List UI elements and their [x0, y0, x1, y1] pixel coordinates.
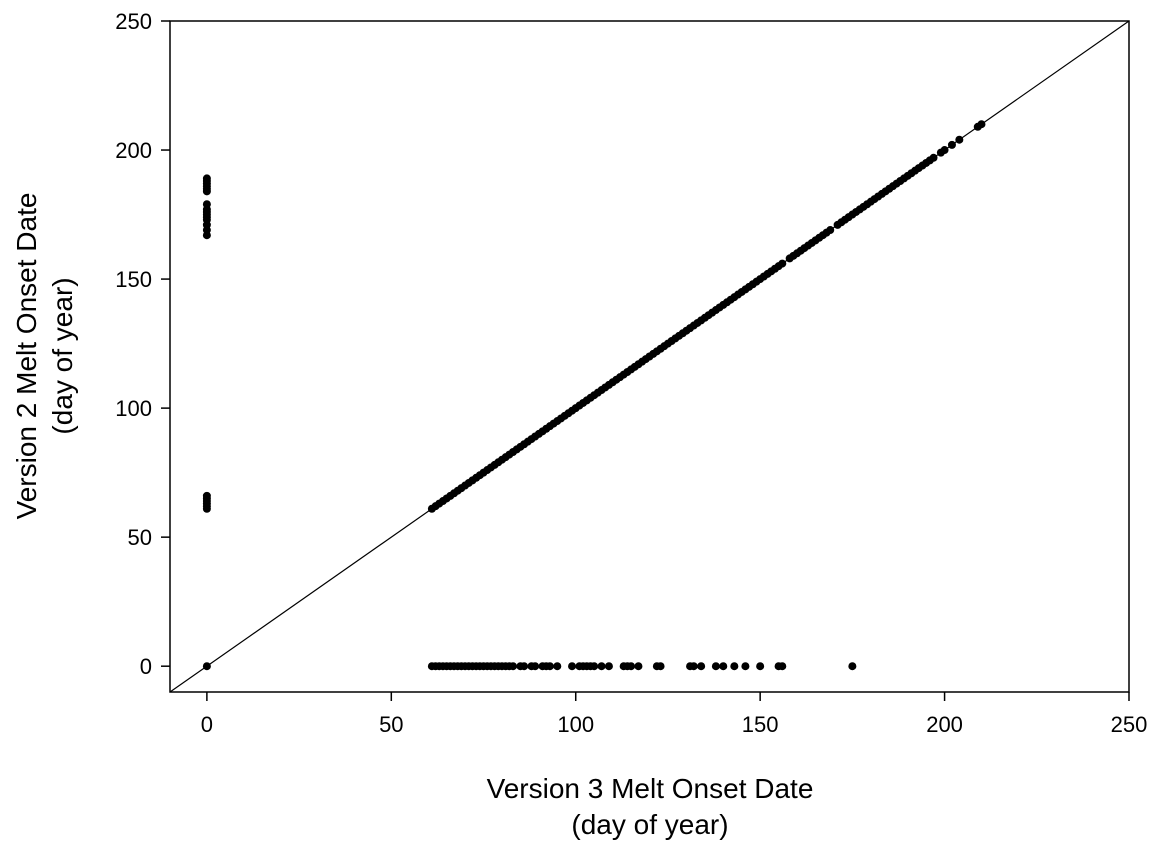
data-point [656, 662, 665, 671]
y-tick-label: 0 [140, 654, 152, 679]
data-point [202, 662, 211, 671]
data-point [202, 491, 211, 500]
y-axis-subtitle: (day of year) [47, 277, 78, 434]
y-axis-ticks: 0 50 100 150 200 250 [115, 9, 170, 679]
data-point [778, 662, 787, 671]
data-point [826, 226, 835, 235]
data-point [509, 662, 518, 671]
y-tick-label: 250 [115, 9, 152, 34]
plot-border [169, 20, 1130, 693]
data-point [756, 662, 765, 671]
data-point [202, 174, 211, 183]
y-tick-label: 50 [128, 525, 152, 550]
data-point [719, 662, 728, 671]
data-point [545, 662, 554, 671]
x-tick-label: 150 [742, 712, 779, 737]
data-point [568, 662, 577, 671]
data-point [689, 662, 698, 671]
x-axis-subtitle: (day of year) [571, 809, 728, 840]
data-point [778, 259, 787, 268]
x-axis-ticks: 0 50 100 150 200 250 [201, 692, 1148, 737]
data-point [520, 662, 529, 671]
points-layer [202, 120, 986, 671]
data-point [955, 135, 964, 144]
y-tick-label: 200 [115, 138, 152, 163]
y-tick-label: 100 [115, 396, 152, 421]
data-point [697, 662, 706, 671]
y-axis-title: Version 2 Melt Onset Date [11, 193, 42, 520]
data-point [730, 662, 739, 671]
x-axis-title: Version 3 Melt Onset Date [487, 773, 814, 804]
x-tick-label: 250 [1111, 712, 1148, 737]
data-point [553, 662, 562, 671]
data-point [604, 662, 613, 671]
data-point [741, 662, 750, 671]
data-point [929, 153, 938, 162]
data-point [940, 146, 949, 155]
data-point [202, 200, 211, 209]
data-point [531, 662, 540, 671]
x-tick-label: 50 [379, 712, 403, 737]
data-point [711, 662, 720, 671]
data-point [597, 662, 606, 671]
x-tick-label: 0 [201, 712, 213, 737]
x-tick-label: 100 [557, 712, 594, 737]
data-point [848, 662, 857, 671]
data-point [947, 140, 956, 149]
data-point [627, 662, 636, 671]
plot-frame [169, 20, 1130, 693]
x-tick-label: 200 [926, 712, 963, 737]
data-point [590, 662, 599, 671]
data-point [977, 120, 986, 129]
y-tick-label: 150 [115, 267, 152, 292]
data-point [634, 662, 643, 671]
